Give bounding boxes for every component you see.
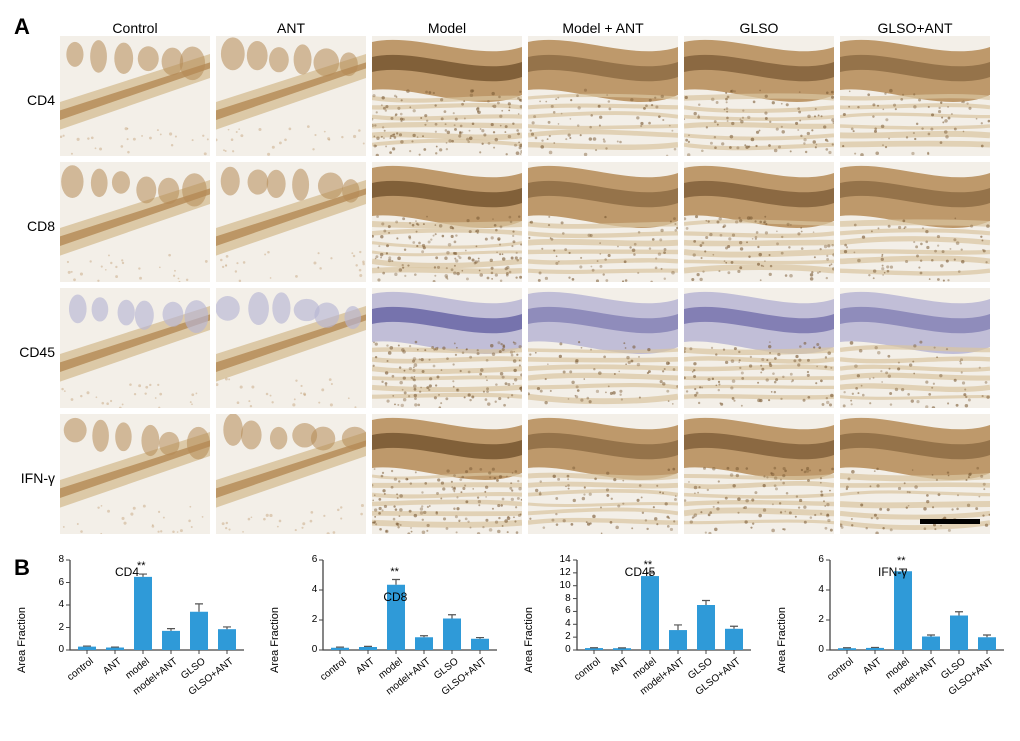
- y-tick-label: 10: [551, 580, 571, 591]
- histology-cell: [840, 162, 990, 282]
- col-header: Control: [60, 20, 210, 36]
- histology-cell: [216, 162, 366, 282]
- chart-title: IFN-γ: [878, 565, 907, 579]
- panel-a-grid: [60, 36, 1010, 540]
- y-tick-label: 4: [804, 584, 824, 595]
- row-label: IFN-γ: [5, 470, 55, 486]
- col-header: Model: [372, 20, 522, 36]
- histology-cell: [528, 36, 678, 156]
- y-tick-label: 4: [297, 584, 317, 595]
- y-tick-label: 2: [297, 614, 317, 625]
- bar-chart: Area FractionCD4502468101214controlANTmo…: [547, 555, 757, 725]
- y-tick-label: 4: [44, 599, 64, 610]
- row-label: CD8: [5, 218, 55, 234]
- y-tick-label: 0: [44, 644, 64, 655]
- histology-cell: [372, 36, 522, 156]
- histology-cell: [684, 36, 834, 156]
- bar-chart: Area FractionCD80246controlANTmodel**mod…: [293, 555, 503, 725]
- y-axis-label: Area Fraction: [269, 607, 281, 673]
- histology-cell: [60, 414, 210, 534]
- y-tick-label: 0: [804, 644, 824, 655]
- y-tick-label: 6: [804, 554, 824, 565]
- bar-chart: Area FractionCD402468controlANTmodel**mo…: [40, 555, 250, 725]
- histology-cell: [60, 162, 210, 282]
- histology-cell: [840, 288, 990, 408]
- significance-marker: **: [137, 560, 146, 572]
- y-axis-label: Area Fraction: [776, 607, 788, 673]
- panel-b-label: B: [14, 555, 30, 581]
- histology-cell: [840, 414, 990, 534]
- y-tick-label: 2: [551, 631, 571, 642]
- y-tick-label: 0: [297, 644, 317, 655]
- histology-cell: [528, 162, 678, 282]
- figure: A Control ANT Model Model + ANT GLSO GLSO+ANT…: [0, 0, 1020, 741]
- y-tick-label: 0: [551, 644, 571, 655]
- histology-cell: [528, 288, 678, 408]
- y-tick-label: 6: [551, 605, 571, 616]
- col-header: ANT: [216, 20, 366, 36]
- bar-chart: Area FractionIFN-γ0246controlANTmodel**m…: [800, 555, 1010, 725]
- col-header: GLSO+ANT: [840, 20, 990, 36]
- histology-cell: [528, 414, 678, 534]
- y-tick-label: 12: [551, 567, 571, 578]
- histology-cell: [372, 288, 522, 408]
- y-tick-label: 4: [551, 618, 571, 629]
- y-tick-label: 6: [44, 577, 64, 588]
- y-axis-label: Area Fraction: [16, 607, 28, 673]
- panel-a-col-headers: Control ANT Model Model + ANT GLSO GLSO+ANT: [60, 20, 1010, 36]
- histology-cell: [60, 288, 210, 408]
- row-label: CD45: [5, 344, 55, 360]
- y-tick-label: 6: [297, 554, 317, 565]
- panel-a-label: A: [14, 14, 30, 40]
- chart-title: CD8: [383, 590, 407, 604]
- panel-a-row: [60, 162, 1010, 282]
- y-tick-label: 2: [804, 614, 824, 625]
- col-header: GLSO: [684, 20, 834, 36]
- significance-marker: **: [644, 559, 653, 571]
- y-tick-label: 8: [551, 593, 571, 604]
- significance-marker: **: [897, 555, 906, 567]
- y-tick-label: 8: [44, 554, 64, 565]
- histology-cell: [684, 162, 834, 282]
- y-axis-label: Area Fraction: [523, 607, 535, 673]
- histology-cell: [216, 414, 366, 534]
- y-tick-label: 2: [44, 622, 64, 633]
- panel-a-row: [60, 288, 1010, 408]
- histology-cell: [840, 36, 990, 156]
- row-label: CD4: [5, 92, 55, 108]
- panel-a-row: [60, 36, 1010, 156]
- chart-title: CD4: [115, 565, 139, 579]
- significance-marker: **: [390, 566, 399, 578]
- histology-cell: [372, 414, 522, 534]
- panel-a-row: [60, 414, 1010, 534]
- histology-cell: [216, 36, 366, 156]
- panel-b: Area FractionCD402468controlANTmodel**mo…: [40, 555, 1010, 725]
- histology-cell: [216, 288, 366, 408]
- histology-cell: [372, 162, 522, 282]
- col-header: Model + ANT: [528, 20, 678, 36]
- histology-cell: [60, 36, 210, 156]
- histology-cell: [684, 414, 834, 534]
- scale-bar: [920, 519, 980, 524]
- y-tick-label: 14: [551, 554, 571, 565]
- histology-cell: [684, 288, 834, 408]
- panel-a: Control ANT Model Model + ANT GLSO GLSO+ANT: [60, 20, 1010, 540]
